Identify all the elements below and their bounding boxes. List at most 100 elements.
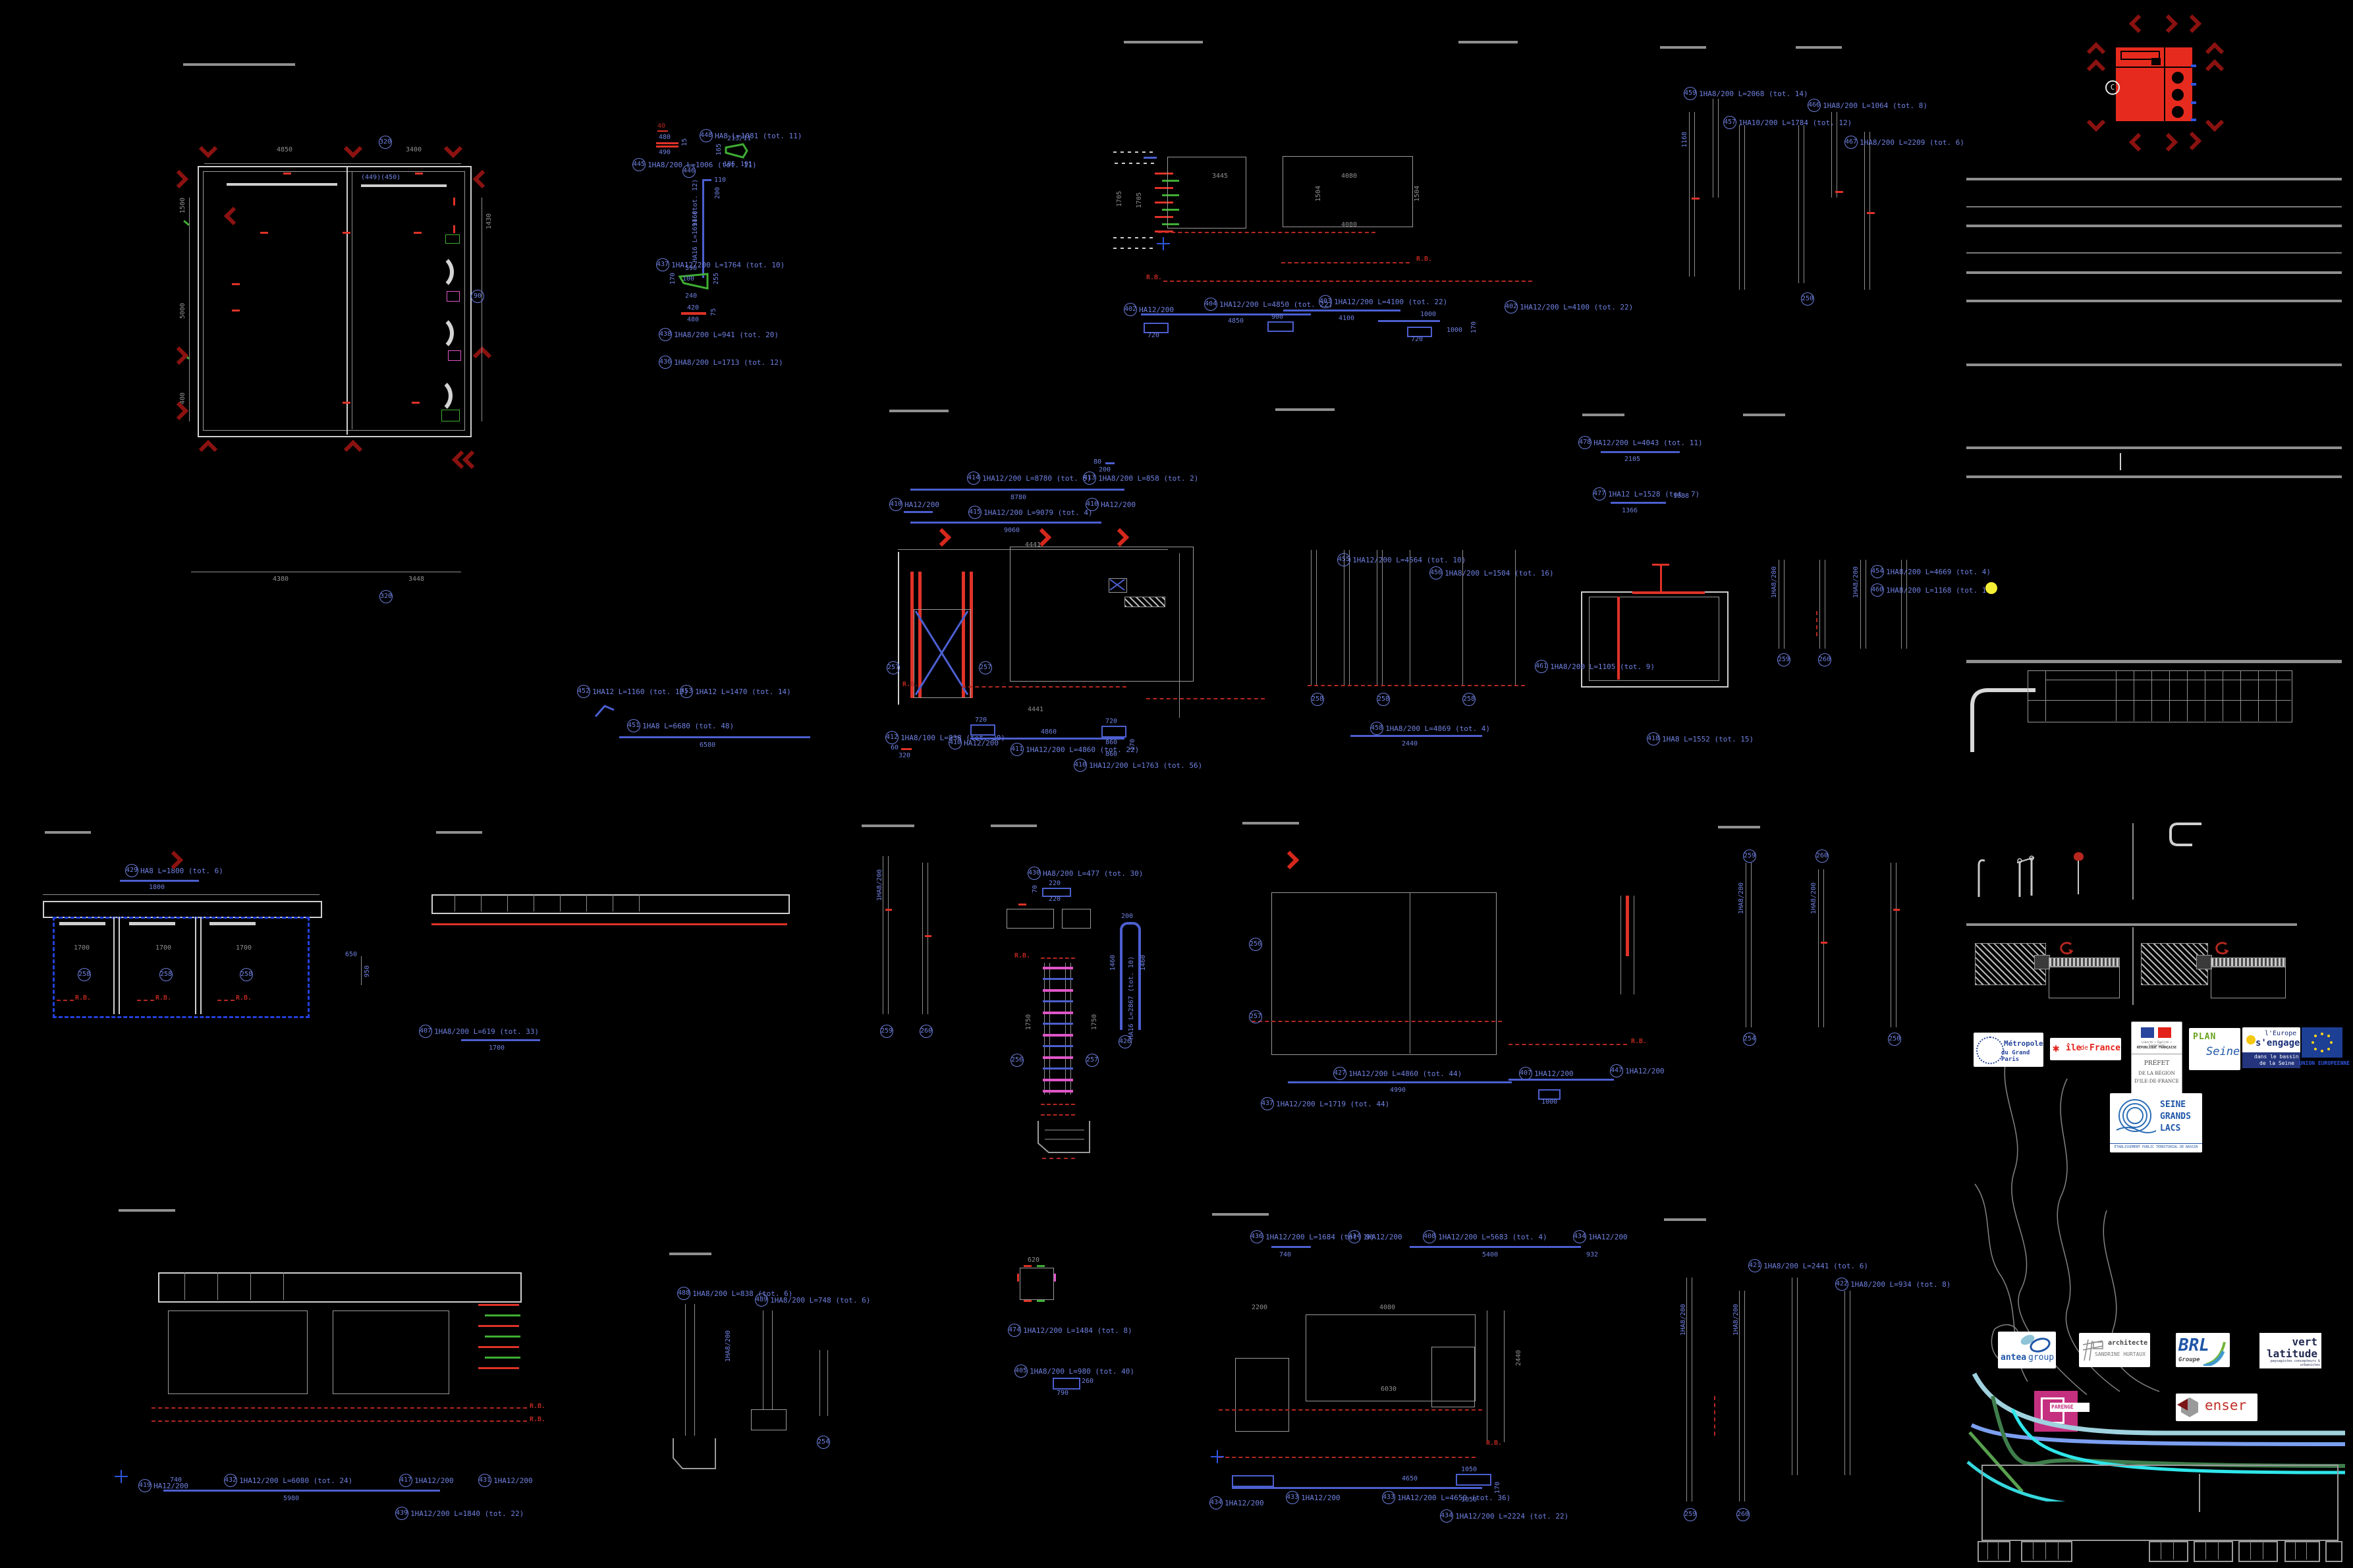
frame-inner bbox=[1589, 597, 1719, 681]
blue-dimension: 590 bbox=[685, 265, 698, 272]
slab-band bbox=[158, 1272, 522, 1303]
section-chevron bbox=[443, 139, 463, 159]
callout-text: 1HA8/200 L=748 (tot. 6) bbox=[770, 1295, 871, 1305]
rebar-callout: 414 1HA12/200 L=8780 (tot. 6) bbox=[967, 472, 1092, 485]
callout-text: 1HA8/200 L=2441 (tot. 6) bbox=[1763, 1261, 1869, 1270]
rebar-marker bbox=[453, 198, 455, 205]
rebar-callout: 411 1HA12/200 L=4860 (tot. 22) bbox=[1010, 743, 1139, 756]
dimension: 1504 bbox=[1414, 186, 1421, 202]
callout-text: 1HA12/200 bbox=[1625, 1066, 1665, 1075]
logo-ile-de-france: ✱ île de France bbox=[2050, 1038, 2121, 1060]
plan-beam bbox=[227, 183, 337, 186]
green-tick bbox=[1037, 1300, 1045, 1302]
bar-line bbox=[1504, 1311, 1505, 1442]
callout-number: 410 bbox=[889, 498, 903, 511]
axis-cross bbox=[1157, 237, 1170, 250]
rebar-green bbox=[485, 1336, 520, 1338]
legend-divider bbox=[1966, 923, 2297, 926]
blue-dimension: 70 bbox=[1032, 885, 1039, 894]
circle-label: 250 bbox=[1888, 1033, 1902, 1046]
section-chevron bbox=[472, 346, 492, 365]
dim-line bbox=[43, 894, 319, 895]
logo-enser: enser bbox=[2176, 1393, 2257, 1421]
logo-text: antea bbox=[2001, 1353, 2027, 1363]
schedule-table bbox=[2028, 670, 2292, 722]
section-chevron bbox=[2182, 131, 2202, 151]
rebar-red bbox=[901, 748, 912, 750]
rebar-marker bbox=[343, 232, 350, 234]
blue-dimension: 100 bbox=[682, 275, 695, 283]
wall-panel bbox=[1010, 547, 1194, 682]
callout-number: 461 bbox=[1535, 660, 1549, 673]
callout-text: HA16 L=2867 (tot. 10) bbox=[1128, 956, 1135, 1040]
rebar-callout: 437 1HA12/200 L=1719 (tot. 44) bbox=[1261, 1097, 1389, 1110]
rebar-callout: 418 1HA8 L=1552 (tot. 15) bbox=[1647, 732, 1754, 745]
rb-label: R.B. bbox=[155, 994, 172, 1002]
dimension: 1750 bbox=[1091, 1014, 1098, 1031]
section-circle: 260 bbox=[1818, 653, 1832, 666]
stamp-box bbox=[2194, 1541, 2233, 1562]
section-circle: 257 bbox=[887, 661, 900, 674]
wall-panel bbox=[1431, 1347, 1475, 1407]
bar-line bbox=[1831, 112, 1832, 198]
callout-text: 1HA12/200 L=1719 (tot. 44) bbox=[1276, 1099, 1390, 1108]
rebar-callout: 427 1HA12/200 L=4860 (tot. 44) bbox=[1333, 1067, 1462, 1080]
plan-outer-wall bbox=[198, 166, 472, 437]
bar-hook bbox=[1407, 327, 1432, 337]
view-title-bar bbox=[183, 63, 295, 66]
blue-dimension: 165 bbox=[715, 144, 723, 156]
stamp-tick bbox=[2173, 1541, 2174, 1559]
rb-label: R.B. bbox=[75, 994, 92, 1002]
slab-band bbox=[431, 894, 790, 914]
dimension: 1500 bbox=[179, 198, 186, 214]
wall-line bbox=[200, 917, 202, 1014]
bar-line bbox=[927, 863, 928, 1014]
blue-dimension: 1HA8/200 bbox=[876, 869, 883, 902]
blue-dimension: 4100 bbox=[1339, 315, 1355, 322]
callout-text: 1HA12/200 L=1763 (tot. 56) bbox=[1089, 761, 1203, 770]
blue-dimension: 420 bbox=[687, 304, 700, 311]
blue-dimension: 1050 bbox=[1461, 1466, 1478, 1473]
rebar-green bbox=[1162, 180, 1179, 182]
callout-text: 1HA12/200 L=4650 (tot. 36) bbox=[1397, 1493, 1511, 1502]
dimension: 400 bbox=[179, 392, 186, 405]
section-circle: 320 bbox=[379, 136, 393, 149]
tie-pink bbox=[1043, 1034, 1073, 1037]
enser-arrow bbox=[2177, 1399, 2188, 1411]
bar-line bbox=[1349, 550, 1350, 685]
blue-dimension: 191 bbox=[740, 161, 753, 168]
rebar-marker bbox=[1893, 909, 1900, 911]
blue-dimension: 1HA8/200 bbox=[1810, 882, 1817, 915]
callout-number: 474 bbox=[1008, 1324, 1022, 1337]
callout-text: 1HA8/200 L=1504 (tot. 16) bbox=[1445, 568, 1554, 578]
rebar-marker bbox=[415, 173, 423, 175]
logo-text: vert bbox=[2292, 1336, 2317, 1348]
threaded-bar bbox=[2211, 958, 2286, 967]
callout-number: 417 bbox=[399, 1474, 413, 1487]
bar-line bbox=[1901, 560, 1902, 649]
callout-text: HA12/200 bbox=[964, 738, 999, 747]
bar-line bbox=[1784, 560, 1785, 649]
callout-number: 412 bbox=[885, 731, 899, 744]
view-title-bar bbox=[1458, 41, 1518, 43]
callout-text: 1HA8/200 L=838 (tot. 6) bbox=[692, 1289, 793, 1298]
wall-panel bbox=[1271, 892, 1497, 1055]
wall-panel bbox=[1235, 1358, 1289, 1432]
rb-line bbox=[962, 686, 1126, 688]
rebar-callout: 474 1HA12/200 L=1484 (tot. 8) bbox=[1008, 1324, 1132, 1337]
rebar-marker bbox=[1017, 1274, 1019, 1282]
rebar-marker bbox=[260, 232, 268, 234]
circle-label: 259 bbox=[1777, 653, 1791, 666]
plan-inner-wall bbox=[203, 171, 465, 431]
table-line bbox=[2187, 670, 2188, 721]
pin-stem bbox=[2078, 860, 2079, 894]
view-title-bar bbox=[1582, 414, 1624, 416]
rb-line bbox=[1041, 958, 1075, 959]
rb-line bbox=[1281, 262, 1410, 263]
rebar-red bbox=[1155, 216, 1173, 218]
stamp-box bbox=[1978, 1541, 2010, 1562]
rule-tick bbox=[2120, 453, 2121, 470]
revision-rule bbox=[1966, 206, 2342, 207]
door-swing-arc bbox=[416, 377, 453, 414]
logo-text: île bbox=[2066, 1043, 2082, 1053]
